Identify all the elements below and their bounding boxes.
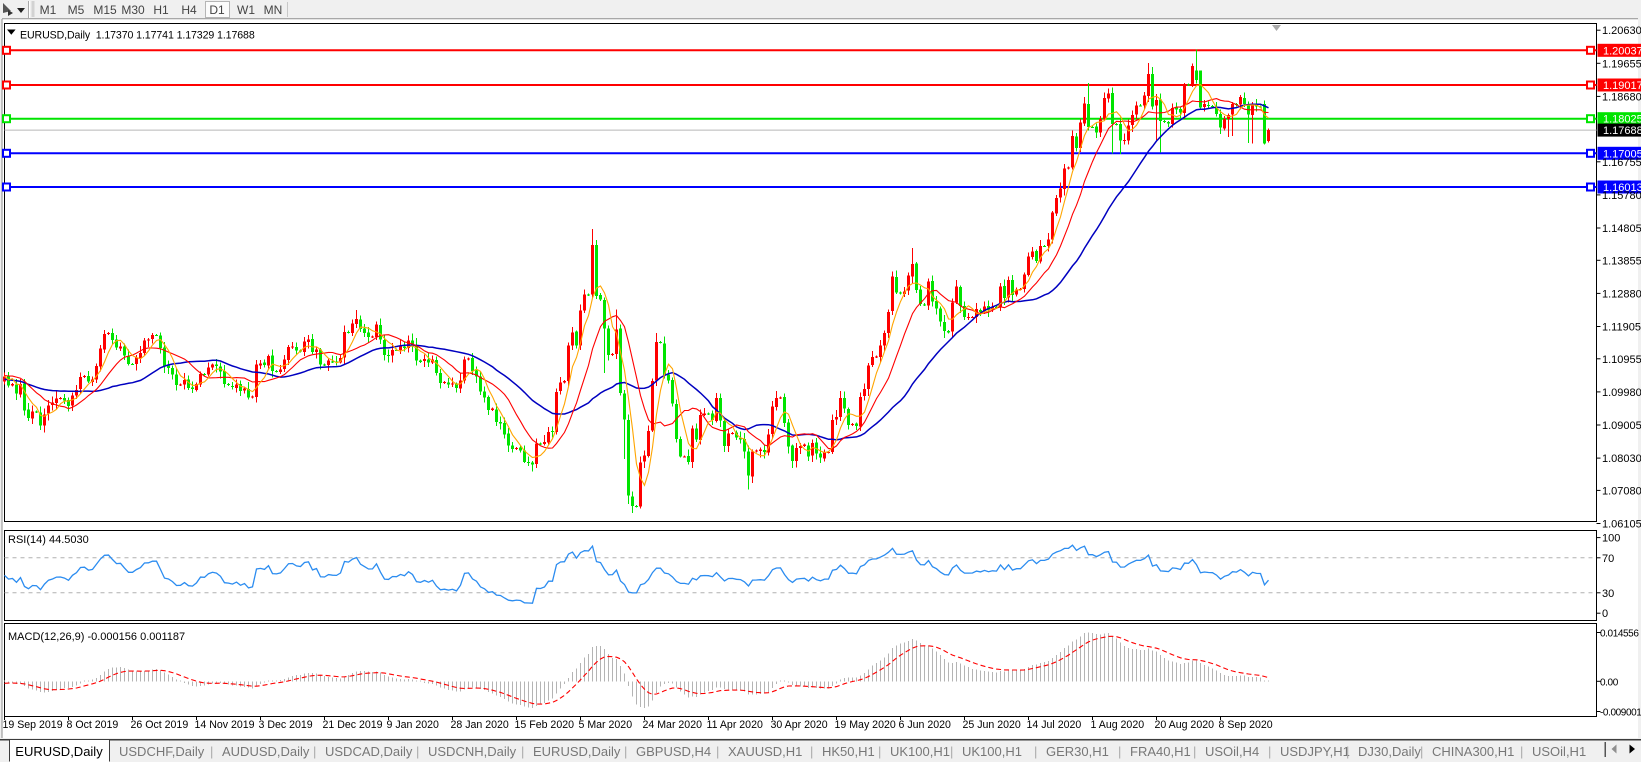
- svg-text:14 Jul 2020: 14 Jul 2020: [1027, 719, 1082, 731]
- svg-text:|: |: [1193, 744, 1196, 759]
- svg-text:0.014556: 0.014556: [1600, 629, 1639, 640]
- svg-text:M15: M15: [93, 3, 117, 17]
- svg-text:1.07080: 1.07080: [1602, 485, 1641, 497]
- svg-text:1.18025: 1.18025: [1603, 114, 1641, 126]
- svg-text:M30: M30: [121, 3, 145, 17]
- svg-text:5 Mar 2020: 5 Mar 2020: [579, 719, 633, 731]
- svg-text:8 Oct 2019: 8 Oct 2019: [67, 719, 119, 731]
- svg-text:UK100,H1: UK100,H1: [962, 744, 1022, 759]
- svg-text:1 Aug 2020: 1 Aug 2020: [1091, 719, 1145, 731]
- svg-text:H1: H1: [153, 3, 169, 17]
- svg-text:AUDUSD,Daily: AUDUSD,Daily: [222, 744, 310, 759]
- svg-text:|: |: [416, 744, 419, 759]
- svg-text:USDCHF,Daily: USDCHF,Daily: [119, 744, 205, 759]
- svg-text:-0.009001: -0.009001: [1600, 708, 1641, 719]
- svg-text:MACD(12,26,9) -0.000156 0.0011: MACD(12,26,9) -0.000156 0.001187: [8, 631, 185, 643]
- svg-text:9 Jan 2020: 9 Jan 2020: [387, 719, 440, 731]
- svg-text:USDCNH,Daily: USDCNH,Daily: [428, 744, 517, 759]
- svg-text:19 May 2020: 19 May 2020: [835, 719, 896, 731]
- svg-text:1.09005: 1.09005: [1602, 420, 1641, 432]
- svg-text:1.17688: 1.17688: [1603, 125, 1641, 137]
- svg-text:1.20630: 1.20630: [1602, 25, 1641, 37]
- svg-text:30 Apr 2020: 30 Apr 2020: [771, 719, 828, 731]
- svg-text:1.14805: 1.14805: [1602, 223, 1641, 235]
- svg-text:EURUSD,Daily 1.17370 1.17741: EURUSD,Daily 1.17370 1.17741 1.17329 1.1…: [20, 30, 255, 42]
- svg-text:1.16013: 1.16013: [1603, 182, 1641, 194]
- svg-text:1.19655: 1.19655: [1602, 58, 1641, 70]
- svg-text:RSI(14) 44.5030: RSI(14) 44.5030: [8, 534, 89, 546]
- svg-text:GBPUSD,H4: GBPUSD,H4: [636, 744, 711, 759]
- svg-text:|: |: [1346, 744, 1349, 759]
- svg-text:1.11905: 1.11905: [1602, 322, 1641, 334]
- svg-text:|: |: [716, 744, 719, 759]
- svg-text:1.19017: 1.19017: [1603, 80, 1641, 92]
- svg-text:USDCAD,Daily: USDCAD,Daily: [325, 744, 413, 759]
- svg-text:14 Nov 2019: 14 Nov 2019: [195, 719, 255, 731]
- svg-text:0: 0: [1602, 608, 1608, 620]
- svg-text:19 Sep 2019: 19 Sep 2019: [3, 719, 63, 731]
- svg-text:|: |: [1420, 744, 1423, 759]
- svg-text:MN: MN: [264, 3, 283, 17]
- svg-text:DJ30,Daily: DJ30,Daily: [1358, 744, 1421, 759]
- svg-text:|: |: [521, 744, 524, 759]
- svg-text:|: |: [878, 744, 881, 759]
- svg-text:70: 70: [1602, 553, 1614, 565]
- svg-text:1.17005: 1.17005: [1603, 148, 1641, 160]
- svg-text:1.16755: 1.16755: [1602, 157, 1641, 169]
- svg-text:M1: M1: [40, 3, 57, 17]
- svg-text:USOil,H4: USOil,H4: [1205, 744, 1259, 759]
- svg-text:|: |: [624, 744, 627, 759]
- svg-text:1.06105: 1.06105: [1602, 519, 1641, 531]
- svg-text:0.00: 0.00: [1600, 677, 1619, 688]
- svg-text:11 Apr 2020: 11 Apr 2020: [707, 719, 763, 731]
- svg-text:15 Feb 2020: 15 Feb 2020: [515, 719, 575, 731]
- svg-text:W1: W1: [237, 3, 255, 17]
- svg-text:1.10955: 1.10955: [1602, 354, 1641, 366]
- svg-text:|: |: [810, 744, 813, 759]
- svg-text:25 Jun 2020: 25 Jun 2020: [963, 719, 1021, 731]
- svg-text:|: |: [1118, 744, 1121, 759]
- svg-text:|: |: [1034, 744, 1037, 759]
- svg-text:H4: H4: [181, 3, 197, 17]
- svg-text:24 Mar 2020: 24 Mar 2020: [643, 719, 703, 731]
- svg-text:1.12880: 1.12880: [1602, 288, 1641, 300]
- svg-text:EURUSD,Daily: EURUSD,Daily: [533, 744, 621, 759]
- svg-text:1.09980: 1.09980: [1602, 387, 1641, 399]
- svg-text:CHINA300,H1: CHINA300,H1: [1432, 744, 1514, 759]
- svg-text:6 Jun 2020: 6 Jun 2020: [899, 719, 952, 731]
- svg-text:EURUSD,Daily: EURUSD,Daily: [15, 744, 103, 759]
- svg-text:20 Aug 2020: 20 Aug 2020: [1155, 719, 1215, 731]
- svg-text:1.15780: 1.15780: [1602, 190, 1641, 202]
- svg-text:3 Dec 2019: 3 Dec 2019: [259, 719, 313, 731]
- svg-text:D1: D1: [209, 3, 225, 17]
- svg-text:XAUUSD,H1: XAUUSD,H1: [728, 744, 802, 759]
- svg-text:|: |: [313, 744, 316, 759]
- svg-text:USDJPY,H1: USDJPY,H1: [1280, 744, 1350, 759]
- svg-text:|: |: [210, 744, 213, 759]
- svg-text:8 Sep 2020: 8 Sep 2020: [1219, 719, 1273, 731]
- svg-text:28 Jan 2020: 28 Jan 2020: [451, 719, 509, 731]
- svg-text:26 Oct 2019: 26 Oct 2019: [131, 719, 189, 731]
- svg-text:1.20037: 1.20037: [1603, 45, 1641, 57]
- svg-text:100: 100: [1602, 533, 1620, 545]
- svg-text:1.08030: 1.08030: [1602, 453, 1641, 465]
- svg-text:1.18680: 1.18680: [1602, 91, 1641, 103]
- svg-text:M5: M5: [68, 3, 85, 17]
- svg-text:FRA40,H1: FRA40,H1: [1130, 744, 1191, 759]
- svg-text:1.13855: 1.13855: [1602, 255, 1641, 267]
- svg-text:UK100,H1: UK100,H1: [890, 744, 950, 759]
- svg-text:30: 30: [1602, 588, 1614, 600]
- svg-text:|: |: [1520, 744, 1523, 759]
- svg-text:USOil,H1: USOil,H1: [1532, 744, 1586, 759]
- svg-text:|: |: [1268, 744, 1271, 759]
- svg-text:|: |: [950, 744, 953, 759]
- svg-text:HK50,H1: HK50,H1: [822, 744, 875, 759]
- svg-text:GER30,H1: GER30,H1: [1046, 744, 1109, 759]
- svg-text:21 Dec 2019: 21 Dec 2019: [323, 719, 383, 731]
